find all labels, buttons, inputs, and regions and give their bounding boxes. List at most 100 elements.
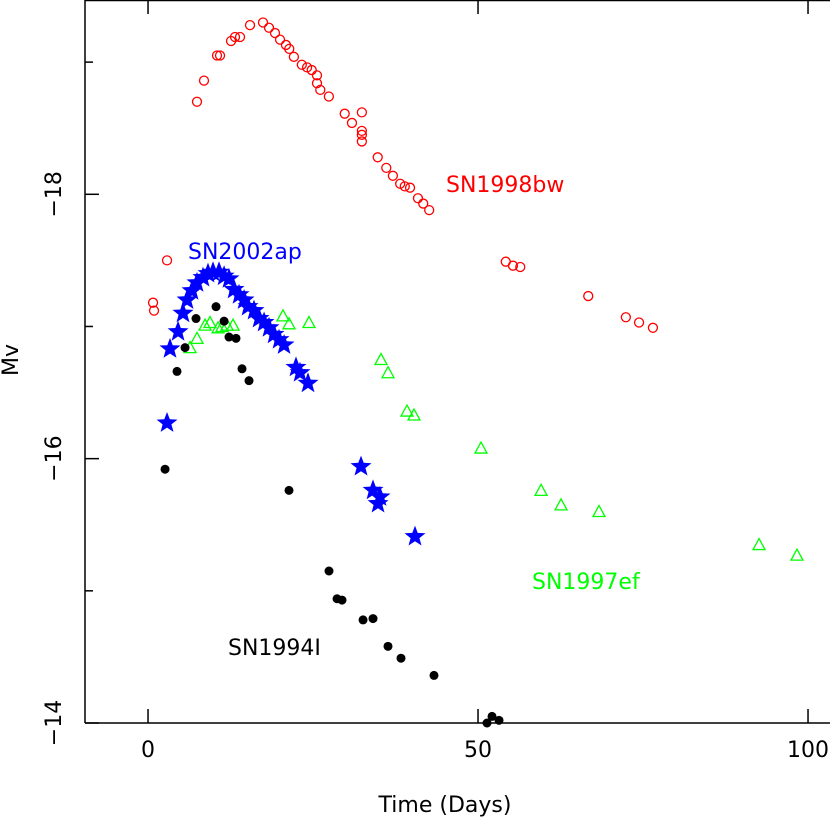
point — [180, 343, 190, 353]
point — [160, 464, 170, 474]
point — [751, 537, 767, 551]
point — [202, 315, 218, 329]
point — [228, 283, 250, 304]
point — [219, 316, 229, 326]
x-tick-label: 100 — [787, 738, 829, 763]
point — [306, 64, 317, 76]
point — [507, 260, 519, 271]
point — [356, 125, 368, 137]
point — [387, 170, 399, 181]
point — [253, 311, 275, 332]
point — [214, 319, 230, 333]
point — [473, 440, 489, 454]
x-tick-label: 50 — [464, 738, 492, 763]
point — [148, 305, 160, 316]
point — [383, 641, 393, 651]
point — [399, 403, 415, 417]
point — [274, 34, 286, 45]
point — [244, 376, 254, 386]
point — [186, 271, 208, 292]
point — [284, 485, 294, 495]
point — [297, 372, 319, 393]
point — [192, 266, 214, 287]
point — [231, 333, 241, 343]
point — [269, 27, 281, 39]
point — [356, 136, 368, 147]
point — [311, 70, 323, 81]
point — [214, 50, 226, 61]
point — [161, 255, 173, 266]
y-tick-label: −14 — [42, 700, 67, 746]
point — [208, 261, 230, 282]
point — [323, 91, 335, 102]
point — [257, 17, 269, 28]
point — [224, 332, 234, 342]
point — [515, 261, 526, 273]
point — [243, 299, 265, 320]
point — [620, 312, 632, 323]
point — [381, 162, 392, 174]
point — [176, 289, 198, 309]
point — [406, 407, 422, 421]
series-label: SN1998bw — [446, 173, 564, 198]
point — [268, 328, 290, 349]
point — [358, 615, 368, 625]
series-label: SN1994I — [228, 636, 321, 661]
y-tick-label: −18 — [42, 171, 67, 217]
point — [350, 455, 372, 476]
y-tick-label: −16 — [42, 435, 67, 481]
point — [404, 525, 426, 546]
point — [487, 711, 497, 721]
point — [583, 290, 594, 302]
point — [223, 278, 245, 299]
point — [339, 108, 350, 119]
point — [273, 334, 295, 354]
point — [213, 265, 235, 286]
series-label: SN1997ef — [532, 570, 641, 595]
point — [324, 566, 334, 576]
point — [237, 364, 247, 374]
point — [191, 314, 201, 324]
point — [233, 289, 255, 309]
point — [244, 19, 256, 31]
point — [356, 107, 368, 118]
point — [248, 307, 270, 328]
point — [211, 50, 223, 61]
point — [647, 322, 659, 333]
point — [263, 323, 285, 344]
point — [553, 497, 569, 511]
point — [225, 317, 241, 331]
point — [424, 205, 435, 216]
point — [362, 479, 384, 500]
point — [159, 337, 181, 358]
point — [533, 483, 549, 497]
point — [346, 117, 358, 129]
point — [789, 547, 805, 561]
point — [234, 31, 246, 43]
point — [198, 75, 210, 86]
point — [396, 653, 406, 663]
point — [172, 302, 194, 323]
point — [229, 31, 241, 43]
point — [368, 614, 378, 624]
x-tick-label: 0 — [141, 738, 155, 763]
point — [337, 595, 347, 605]
point — [418, 198, 429, 209]
point — [156, 412, 178, 432]
point — [258, 316, 280, 337]
point — [172, 366, 182, 376]
point — [482, 718, 492, 728]
point — [380, 365, 396, 379]
point — [494, 715, 504, 725]
point — [210, 320, 226, 334]
point — [218, 267, 240, 288]
point — [275, 308, 291, 322]
point — [311, 78, 323, 89]
point — [288, 51, 300, 62]
y-axis-label: Mv — [0, 344, 24, 376]
x-axis-label: Time (Days) — [378, 793, 512, 818]
point — [356, 129, 368, 140]
point — [191, 96, 203, 107]
point — [167, 320, 189, 341]
